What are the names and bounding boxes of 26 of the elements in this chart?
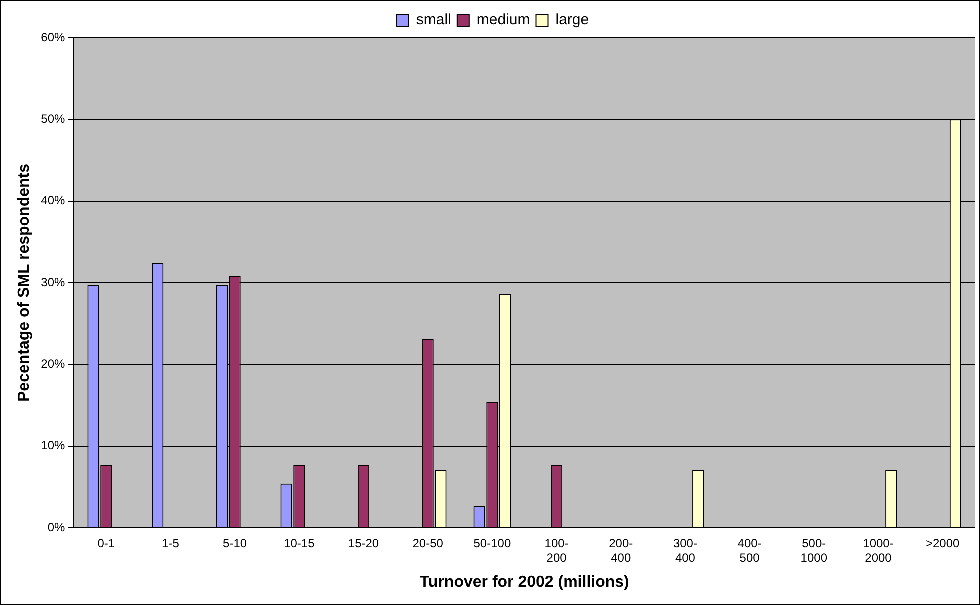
x-tick-label: 200-400 [609,536,634,565]
legend-label: large [556,12,590,29]
x-tick-label: 20-50 [412,536,444,551]
y-tick-label: 40% [41,194,66,208]
x-axis-title: Turnover for 2002 (millions) [420,574,630,591]
x-tick-label: 300-400 [673,536,698,565]
x-tick-label: 400-500 [738,536,762,565]
x-tick-label: 100-200 [544,536,569,565]
x-tick-label: >2000 [926,536,960,551]
x-tick-label: 50-100 [474,536,512,551]
y-tick-label: 10% [41,438,66,453]
x-tick-label: 500-1000 [800,536,828,565]
y-tick-label: 50% [41,112,66,126]
x-tick-label: 5-10 [223,536,248,551]
x-tick-label: 0-1 [98,536,116,551]
x-tick-label: 15-20 [348,536,380,551]
y-tick-label: 60% [41,30,66,44]
legend-label: medium [476,12,530,29]
y-axis-title: Pecentage of SML respondents [16,164,34,402]
x-tick-label: 1-5 [162,536,180,551]
legend-label: small [416,12,452,29]
y-tick-label: 20% [41,356,66,371]
x-tick-label: 1000-2000 [863,536,894,565]
y-tick-label: 0% [48,520,66,534]
x-tick-label: 10-15 [284,536,316,551]
y-tick-label: 30% [41,275,66,290]
